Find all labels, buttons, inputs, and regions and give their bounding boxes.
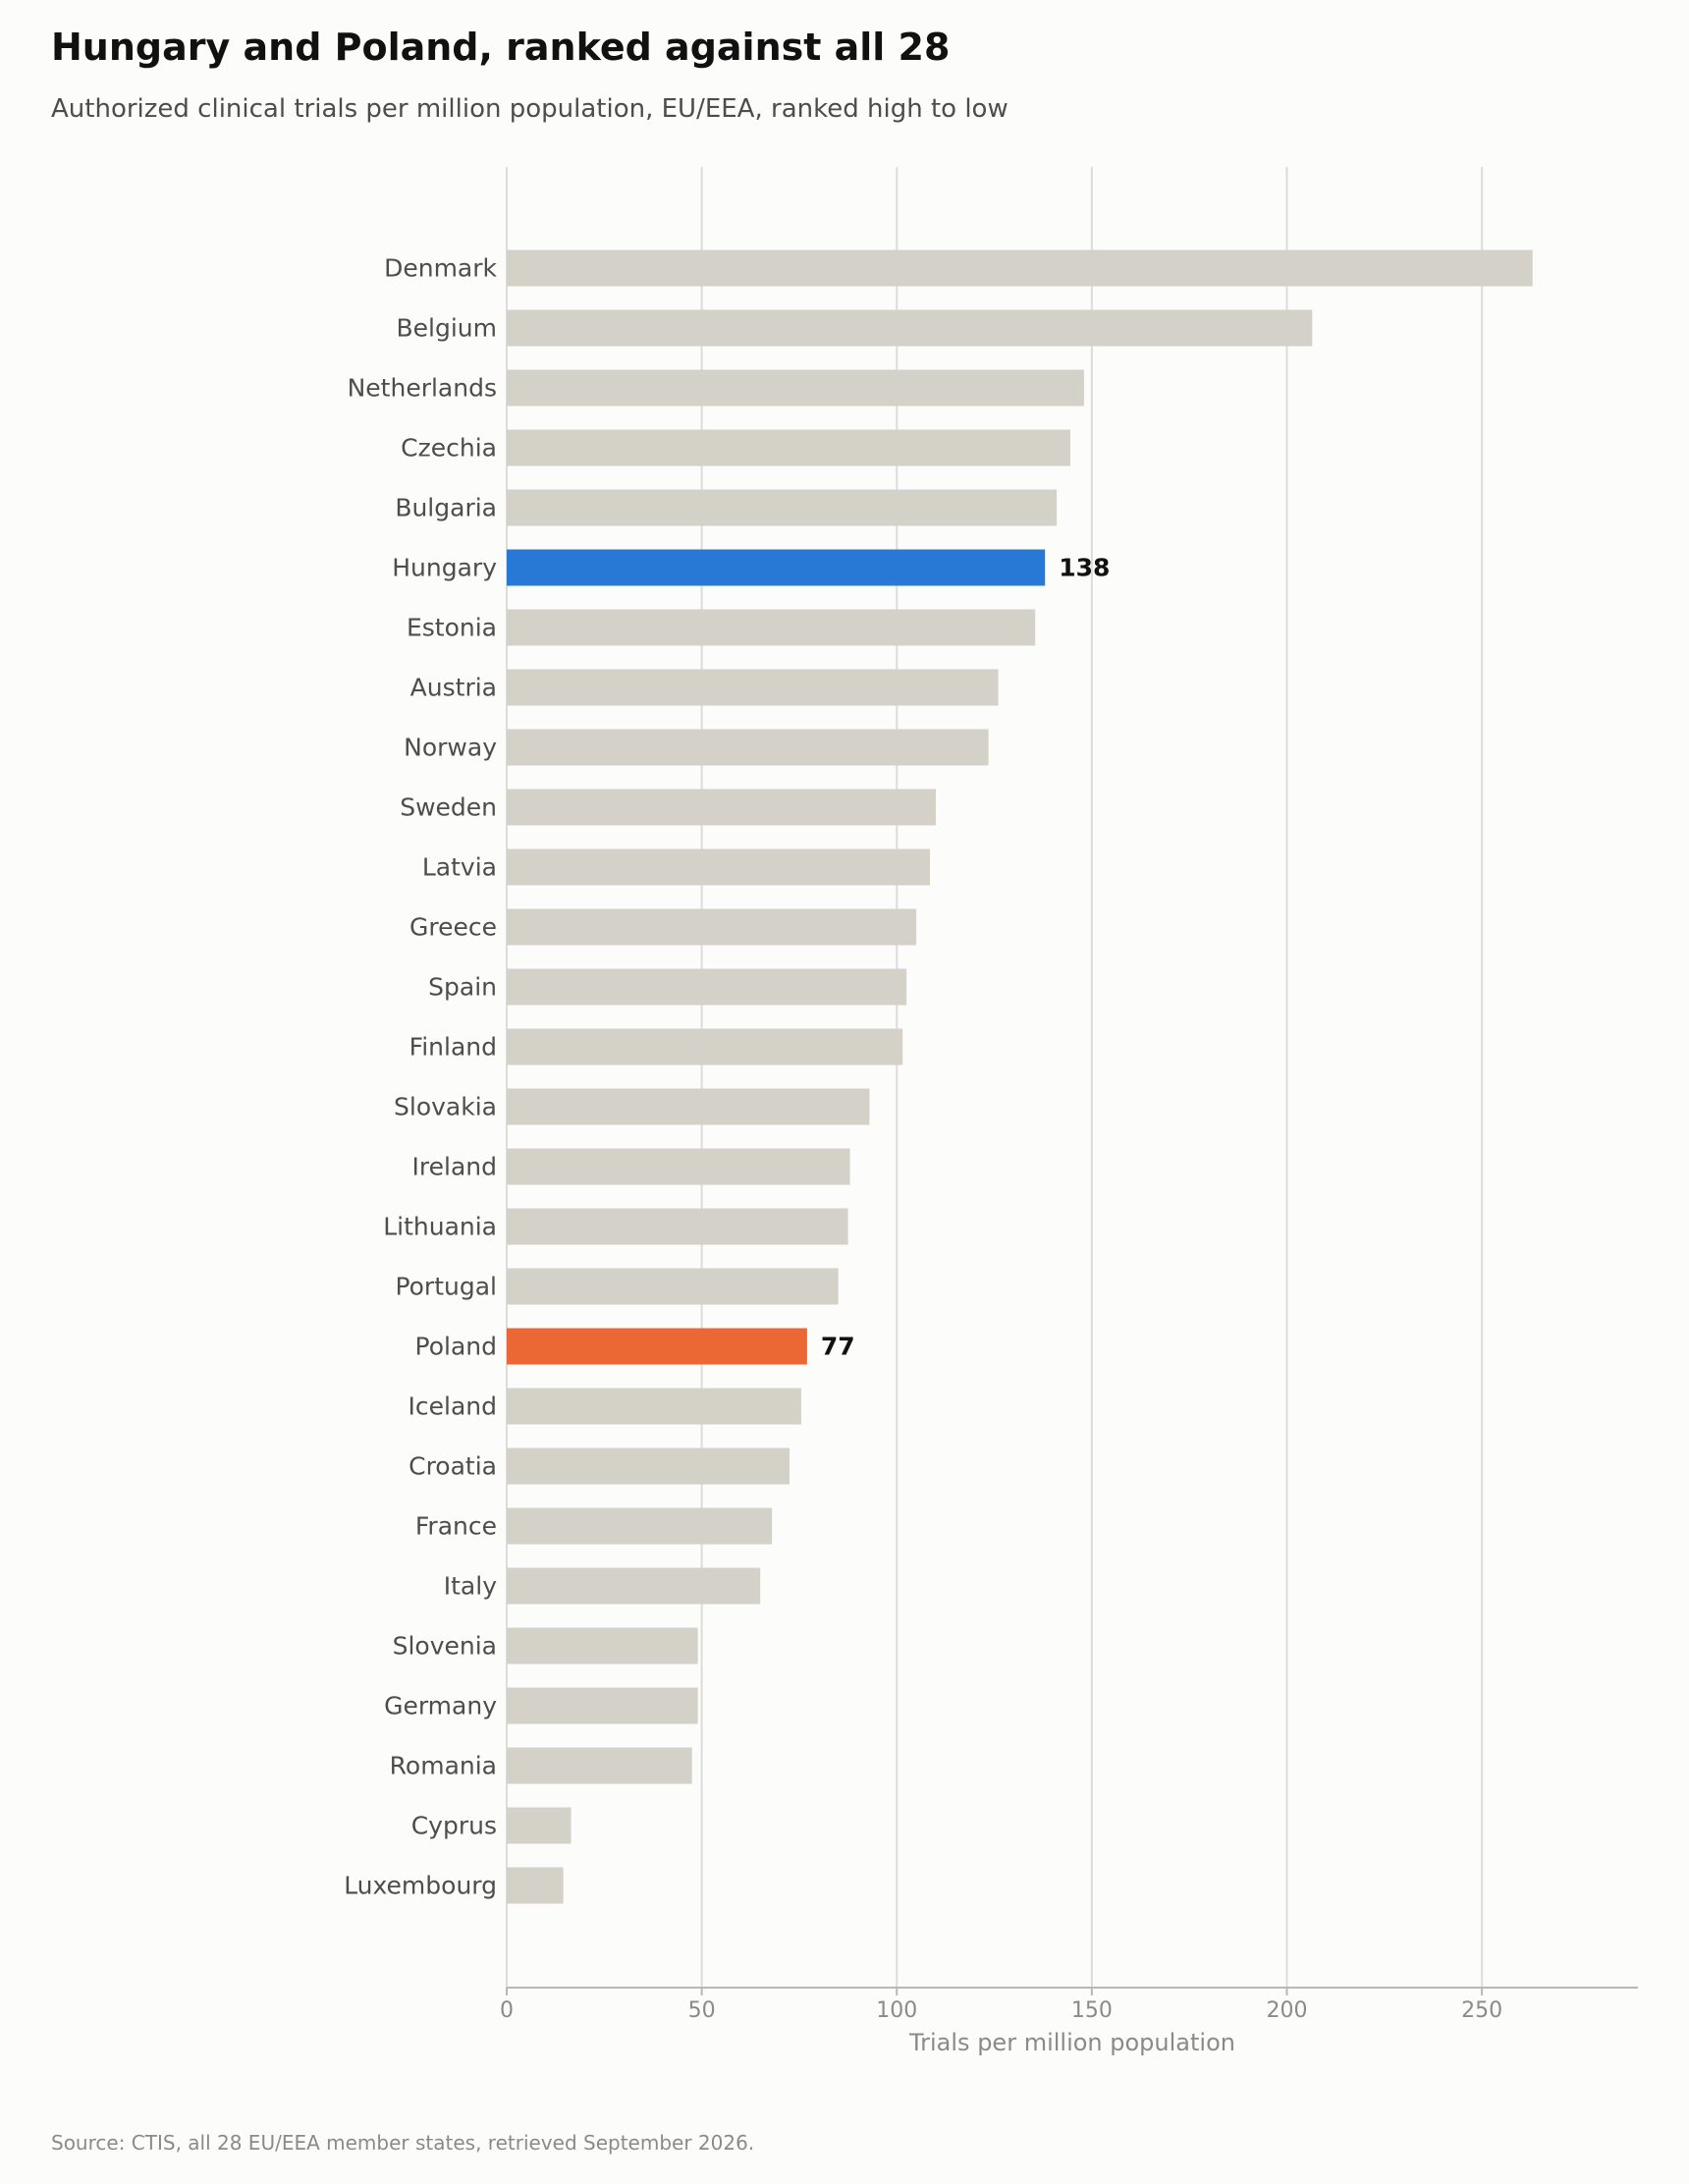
x-tick-label-200: 200 bbox=[1266, 1998, 1307, 2023]
x-axis-title: Trials per million population bbox=[908, 2029, 1235, 2056]
category-label-iceland: Iceland bbox=[409, 1392, 497, 1421]
bars bbox=[507, 249, 1533, 1904]
category-label-norway: Norway bbox=[404, 734, 497, 762]
data-label-hungary: 138 bbox=[1059, 554, 1110, 582]
category-label-luxembourg: Luxembourg bbox=[344, 1872, 497, 1900]
category-label-greece: Greece bbox=[409, 913, 497, 942]
bar-lithuania bbox=[507, 1208, 848, 1245]
category-label-ireland: Ireland bbox=[412, 1153, 497, 1181]
category-label-poland: Poland bbox=[415, 1333, 497, 1361]
x-tick-label-100: 100 bbox=[876, 1998, 917, 2023]
category-label-hungary: Hungary bbox=[392, 554, 497, 582]
x-axis: 0 50 100 150 200 250 Trials per million popula… bbox=[500, 1987, 1638, 2056]
bar-netherlands bbox=[507, 369, 1084, 407]
category-label-slovakia: Slovakia bbox=[394, 1093, 497, 1121]
bar-norway bbox=[507, 729, 989, 766]
category-label-bulgaria: Bulgaria bbox=[395, 494, 497, 522]
chart-subtitle: Authorized clinical trials per million p… bbox=[51, 94, 1008, 124]
bar-cyprus bbox=[507, 1807, 572, 1844]
bar-germany bbox=[507, 1687, 698, 1724]
category-labels: Denmark Belgium Netherlands Czechia Bulgaria… bbox=[344, 254, 497, 1900]
bar-hungary bbox=[507, 549, 1046, 586]
bar-belgium bbox=[507, 309, 1313, 347]
source-note: Source: CTIS, all 28 EU/EEA member state… bbox=[51, 2131, 755, 2155]
bar-italy bbox=[507, 1567, 761, 1605]
bar-estonia bbox=[507, 609, 1036, 646]
bar-luxembourg bbox=[507, 1867, 564, 1904]
category-label-finland: Finland bbox=[409, 1033, 497, 1062]
bar-slovakia bbox=[507, 1088, 870, 1125]
bar-france bbox=[507, 1507, 773, 1545]
category-label-spain: Spain bbox=[428, 973, 497, 1002]
bar-greece bbox=[507, 908, 917, 946]
bar-spain bbox=[507, 968, 907, 1006]
bar-portugal bbox=[507, 1268, 839, 1305]
category-label-croatia: Croatia bbox=[409, 1452, 497, 1481]
data-label-poland: 77 bbox=[821, 1333, 855, 1361]
category-label-belgium: Belgium bbox=[397, 314, 498, 343]
bar-bulgaria bbox=[507, 489, 1058, 526]
category-label-portugal: Portugal bbox=[395, 1273, 497, 1301]
category-label-italy: Italy bbox=[444, 1572, 497, 1601]
category-label-lithuania: Lithuania bbox=[383, 1213, 497, 1241]
category-label-latvia: Latvia bbox=[422, 853, 497, 882]
bar-czechia bbox=[507, 429, 1071, 466]
category-label-czechia: Czechia bbox=[401, 434, 497, 463]
category-label-germany: Germany bbox=[384, 1692, 497, 1720]
category-label-denmark: Denmark bbox=[384, 254, 497, 283]
category-label-austria: Austria bbox=[410, 674, 497, 702]
x-tick-label-250: 250 bbox=[1461, 1998, 1502, 2023]
gridlines bbox=[506, 167, 1484, 1988]
category-label-slovenia: Slovenia bbox=[393, 1632, 497, 1661]
bar-romania bbox=[507, 1747, 692, 1784]
bar-sweden bbox=[507, 789, 936, 826]
x-tick-label-0: 0 bbox=[500, 1998, 514, 2023]
category-label-france: France bbox=[415, 1512, 497, 1541]
bar-latvia bbox=[507, 848, 931, 886]
category-label-netherlands: Netherlands bbox=[348, 374, 497, 403]
bar-denmark bbox=[507, 249, 1533, 287]
category-label-sweden: Sweden bbox=[400, 793, 497, 822]
category-label-estonia: Estonia bbox=[407, 614, 497, 642]
bar-iceland bbox=[507, 1388, 801, 1425]
category-label-cyprus: Cyprus bbox=[411, 1812, 497, 1840]
bar-ireland bbox=[507, 1148, 850, 1185]
bar-croatia bbox=[507, 1447, 790, 1485]
category-label-romania: Romania bbox=[390, 1752, 497, 1780]
data-labels: 138 77 bbox=[821, 554, 1111, 1361]
x-tick-label-50: 50 bbox=[688, 1998, 716, 2023]
bar-slovenia bbox=[507, 1627, 698, 1665]
bar-poland bbox=[507, 1328, 807, 1365]
x-tick-label-150: 150 bbox=[1071, 1998, 1113, 2023]
bar-finland bbox=[507, 1028, 903, 1065]
bar-austria bbox=[507, 669, 999, 706]
chart-title: Hungary and Poland, ranked against all 2… bbox=[51, 26, 951, 69]
